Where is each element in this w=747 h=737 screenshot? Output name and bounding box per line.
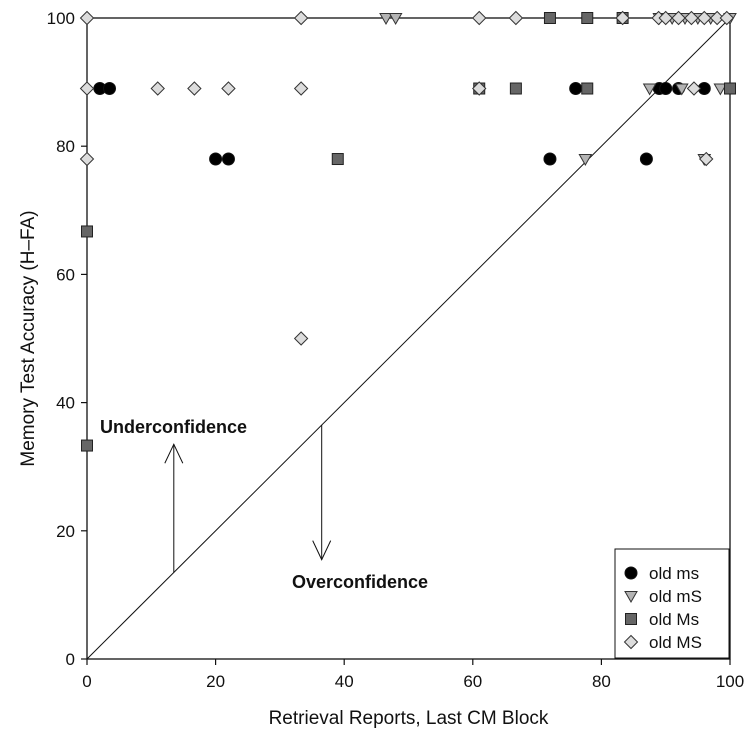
legend-marker-old-ms <box>623 634 639 650</box>
overconfidence-arrowhead <box>312 540 332 561</box>
y-tick-label: 80 <box>56 137 75 156</box>
point-old-ms <box>472 10 487 26</box>
y-tick-label: 100 <box>47 9 75 28</box>
point-old-ms <box>686 81 702 96</box>
y-tick-label: 0 <box>66 650 75 669</box>
legend-label-old-ms: old Ms <box>649 610 699 629</box>
point-old-ms <box>379 13 393 26</box>
point-old-ms <box>659 82 673 96</box>
point-old-ms <box>221 81 236 96</box>
plot-frame <box>86 17 731 660</box>
underconfidence-arrowhead <box>164 443 184 464</box>
legend-label-old-ms: old mS <box>649 587 702 606</box>
point-old-ms <box>699 151 714 167</box>
legend-label-old-ms: old ms <box>649 564 699 583</box>
underconfidence-label: Underconfidence <box>100 417 247 437</box>
point-old-ms <box>569 82 583 96</box>
point-old-ms <box>150 81 165 96</box>
point-old-ms <box>293 81 309 96</box>
point-old-ms <box>658 10 673 26</box>
identity-line <box>86 17 731 660</box>
point-old-ms <box>581 12 594 24</box>
y-axis-title: Memory Test Accuracy (H–FA) <box>18 210 39 466</box>
point-old-ms <box>578 154 593 167</box>
point-old-ms <box>581 82 594 95</box>
point-old-ms <box>639 152 653 166</box>
x-tick-label: 100 <box>716 672 744 691</box>
point-old-ms <box>543 12 556 24</box>
point-old-ms <box>79 10 95 26</box>
point-old-ms <box>713 83 728 96</box>
point-old-ms <box>103 82 117 96</box>
legend-marker-old-ms <box>624 566 638 580</box>
point-old-ms <box>508 10 524 26</box>
legend-marker-old-ms <box>625 613 637 625</box>
point-old-ms <box>642 83 657 96</box>
point-old-ms <box>331 153 344 166</box>
point-old-ms <box>187 81 202 96</box>
point-old-ms <box>81 439 93 452</box>
point-old-ms <box>709 10 725 26</box>
x-axis-title: Retrieval Reports, Last CM Block <box>269 708 549 729</box>
point-old-ms <box>79 151 95 167</box>
y-tick-label: 60 <box>56 265 75 284</box>
point-old-ms <box>209 152 223 166</box>
y-tick-label: 40 <box>56 394 75 413</box>
point-old-ms <box>293 10 309 26</box>
x-tick-label: 80 <box>592 672 611 691</box>
point-old-ms <box>724 82 736 95</box>
point-old-ms <box>674 83 689 96</box>
point-old-ms <box>81 225 93 238</box>
legend-label-old-ms: old MS <box>649 633 702 652</box>
point-old-ms <box>697 10 712 26</box>
point-old-ms <box>79 81 95 96</box>
point-old-ms <box>509 82 522 95</box>
x-tick-label: 40 <box>335 672 354 691</box>
point-old-ms <box>472 81 487 96</box>
point-old-ms <box>388 13 403 26</box>
point-old-ms <box>684 10 699 26</box>
x-tick-label: 0 <box>82 672 91 691</box>
point-old-ms <box>615 10 630 26</box>
overconfidence-label: Overconfidence <box>292 572 428 592</box>
x-tick-label: 60 <box>463 672 482 691</box>
point-old-ms <box>221 152 235 166</box>
point-old-ms <box>543 152 557 166</box>
point-old-ms <box>719 10 734 26</box>
point-old-ms <box>293 331 309 346</box>
x-tick-label: 20 <box>206 672 225 691</box>
point-old-ms <box>671 10 686 26</box>
legend-marker-old-ms <box>624 591 638 604</box>
y-tick-label: 20 <box>56 522 75 541</box>
